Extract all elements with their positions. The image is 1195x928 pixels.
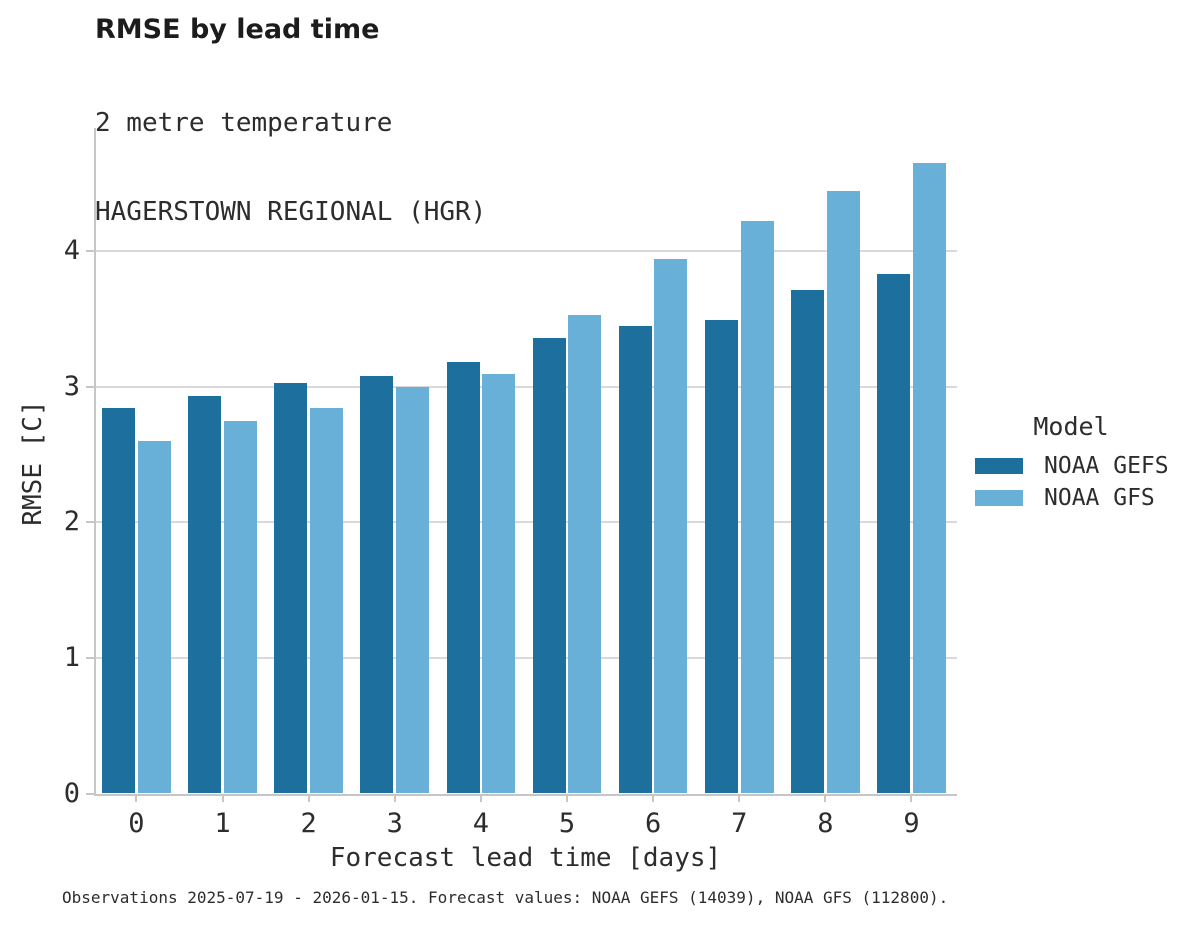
x-tick-mark <box>393 795 396 802</box>
y-tick-label: 1 <box>63 641 80 673</box>
chart-title: RMSE by lead time <box>95 14 380 45</box>
x-tick-mark <box>479 795 482 802</box>
x-tick-label: 2 <box>300 808 317 839</box>
legend-swatch-gefs <box>975 458 1023 474</box>
y-tick-mark <box>86 656 94 659</box>
bar <box>188 396 222 794</box>
bar <box>877 274 911 794</box>
bar <box>618 325 652 794</box>
x-tick-mark <box>910 795 913 802</box>
x-tick-label: 1 <box>214 808 231 839</box>
bar <box>446 362 480 794</box>
x-tick-label: 3 <box>386 808 403 839</box>
x-tick-label: 0 <box>128 808 145 839</box>
bar <box>223 420 257 794</box>
legend-item-noaa-gefs: NOAA GEFS <box>975 454 1169 478</box>
y-tick-mark <box>86 521 94 524</box>
legend-title: Model <box>1033 412 1109 441</box>
bar <box>360 375 394 794</box>
chart-subtitle: 2 metre temperature HAGERSTOWN REGIONAL … <box>95 50 486 286</box>
x-tick-label: 9 <box>903 808 920 839</box>
x-tick-mark <box>566 795 568 802</box>
x-tick-mark <box>652 795 655 802</box>
x-axis-spine <box>94 793 957 796</box>
chart-subtitle-line1: 2 metre temperature <box>95 108 393 138</box>
y-tick-label: 4 <box>63 235 80 267</box>
bar <box>482 374 516 794</box>
x-tick-mark <box>135 795 138 802</box>
bar <box>532 337 566 794</box>
x-tick-mark <box>307 795 310 802</box>
bar <box>309 408 343 794</box>
bar <box>826 191 860 794</box>
x-tick-label: 6 <box>644 808 662 839</box>
x-tick-label: 5 <box>558 808 576 839</box>
y-tick-mark <box>86 385 94 388</box>
x-tick-label: 8 <box>817 808 834 839</box>
legend-swatch-gfs <box>975 490 1023 506</box>
bar <box>654 259 688 794</box>
y-tick-mark <box>86 250 94 253</box>
chart-subtitle-line2: HAGERSTOWN REGIONAL (HGR) <box>95 196 487 227</box>
x-tick-mark <box>221 795 224 802</box>
bar <box>102 408 136 794</box>
legend-item-noaa-gfs: NOAA GFS <box>975 486 1155 510</box>
bar <box>274 382 308 794</box>
bar <box>740 221 774 794</box>
bar <box>912 162 946 794</box>
y-tick-label: 3 <box>63 370 80 402</box>
bar <box>791 290 825 794</box>
caption: Observations 2025-07-19 - 2026-01-15. Fo… <box>62 888 949 907</box>
legend-label-gfs: NOAA GFS <box>1044 485 1155 511</box>
gridline <box>94 250 957 253</box>
y-axis-spine <box>94 128 96 796</box>
x-tick-mark <box>738 795 741 802</box>
y-tick-label: 0 <box>63 777 80 809</box>
x-tick-mark <box>824 795 827 802</box>
bar <box>137 440 171 794</box>
y-tick-mark <box>86 792 94 795</box>
y-tick-label: 2 <box>63 506 80 538</box>
bar <box>568 314 602 794</box>
gridline <box>94 385 957 388</box>
x-tick-label: 4 <box>472 808 489 839</box>
x-tick-label: 7 <box>731 808 748 839</box>
bar <box>396 386 430 794</box>
bar <box>704 320 738 794</box>
gridline <box>94 656 957 659</box>
gridline <box>94 521 957 524</box>
x-axis-title: Forecast lead time [days] <box>329 843 722 873</box>
legend-label-gefs: NOAA GEFS <box>1044 453 1169 479</box>
